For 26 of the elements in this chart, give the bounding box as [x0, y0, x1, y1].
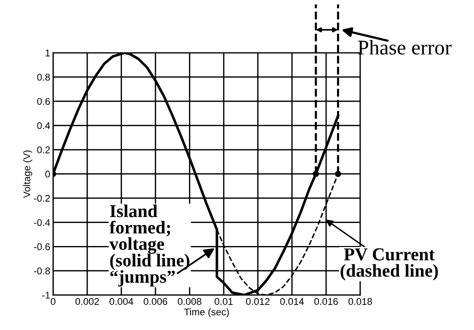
y-tick-label: -0.2: [34, 194, 50, 202]
y-axis-title: Voltage (V): [23, 150, 32, 198]
y-tick-label: 0: [45, 170, 50, 178]
annotation: Phase error: [358, 40, 452, 55]
x-tick-label: 0: [50, 298, 56, 305]
y-tick-label: 0.4: [37, 122, 50, 130]
y-tick-label: 0.2: [37, 146, 50, 154]
x-tick-label: 0.004: [110, 298, 134, 305]
x-tick-label: 0.002: [75, 298, 99, 305]
annotation: Island formed; voltage (solid line) “jumps”: [109, 204, 190, 287]
x-tick-label: 0.01: [214, 298, 233, 305]
y-tick-label: 0.8: [37, 74, 50, 81]
y-tick-label: -0.6: [34, 243, 50, 250]
x-axis-title: Time (sec): [184, 308, 229, 318]
y-tick-label: 0.6: [37, 98, 50, 105]
x-tick-label: 0.012: [246, 298, 270, 305]
annotation: PV Current (dashed line): [340, 248, 438, 280]
x-tick-label: 0.014: [280, 298, 304, 305]
x-tick-label: 0.016: [314, 298, 338, 305]
y-tick-label: -1: [42, 292, 50, 299]
x-tick-label: 0.018: [348, 298, 372, 305]
y-tick-label: -0.4: [34, 219, 50, 226]
y-tick-label: 1: [46, 50, 50, 56]
x-tick-label: 0.008: [178, 298, 202, 305]
x-tick-label: 0.006: [144, 298, 168, 305]
y-tick-label: -0.8: [34, 268, 50, 274]
